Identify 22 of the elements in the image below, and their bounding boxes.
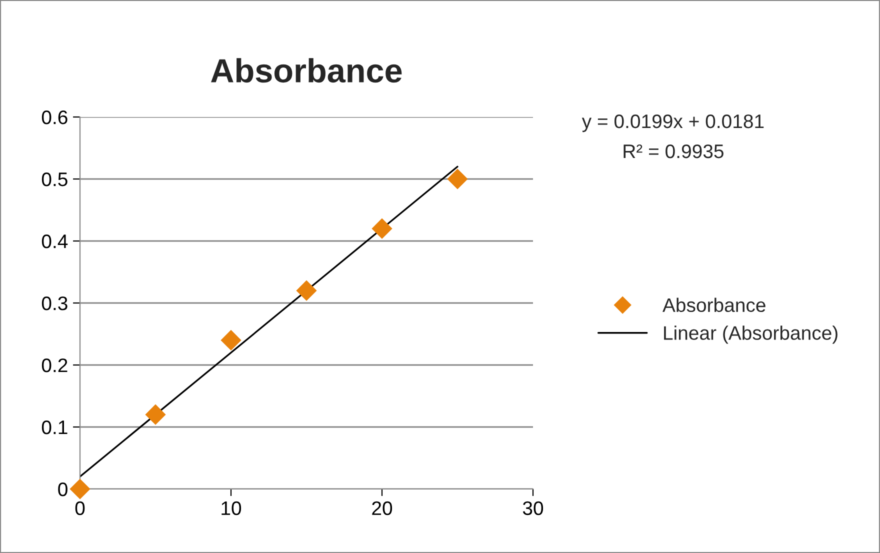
y-tick-label: 0.5 [42,172,68,186]
point [372,218,392,239]
point [220,330,242,350]
y-tick-label: 0.4 [42,234,68,248]
text: R² = 0.9935 [624,144,724,158]
text: y = 0.0199x + 0.0181 [582,114,764,132]
point [145,404,166,425]
chart-title: Absorbance [211,58,402,83]
legend-label: Linear (Absorbance) [664,326,838,344]
y-tick-label: 0 [58,482,68,496]
legend-label: Absorbance [662,298,766,312]
y-tick-label: 0.1 [42,420,68,434]
point [447,168,468,190]
y-tick-label: 0.2 [42,358,68,372]
point [296,280,317,301]
x-tick-label: 0 [75,501,85,516]
y-tick-label: 0.6 [42,110,68,124]
x-tick-label: 10 [222,501,242,516]
point [70,478,90,500]
x-tick-label: 20 [372,501,392,516]
y-tick-label: 0.3 [42,296,68,310]
x-tick-label: 30 [522,501,544,516]
